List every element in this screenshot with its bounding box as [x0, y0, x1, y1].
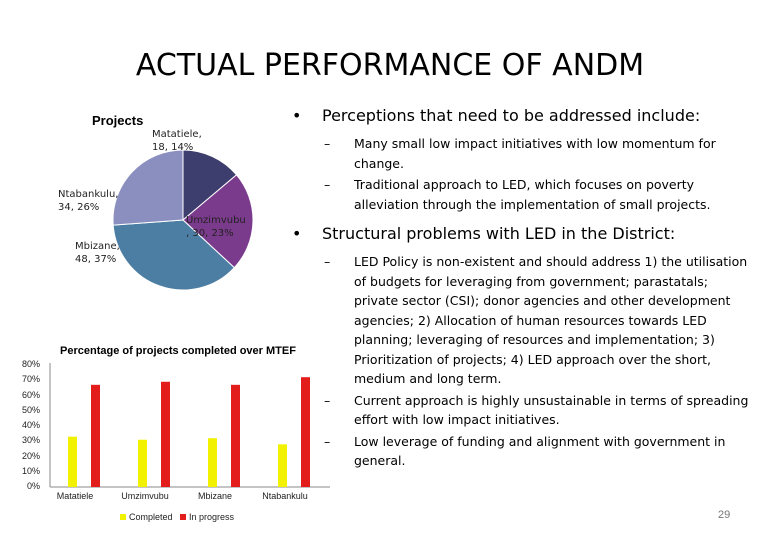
pie-slice-ntabankulu	[112, 149, 184, 226]
y-tick-label: 30%	[21, 435, 40, 446]
pie-chart-svg	[112, 149, 254, 291]
bar-chart-title: Percentage of projects completed over MT…	[60, 345, 296, 357]
y-tick-label: 60%	[21, 389, 40, 400]
y-tick-label: 10%	[21, 465, 40, 476]
bar-in-progress-matatiele	[91, 384, 100, 487]
bar-completed-matatiele	[68, 436, 77, 487]
x-tick-label: Mbizane	[197, 491, 233, 501]
legend-swatch-in-progress	[180, 514, 186, 520]
bar-completed-umzimvubu	[138, 439, 147, 487]
pie-label-mbizane: Mbizane, 48, 37%	[75, 241, 120, 265]
legend-in-progress: In progress	[180, 512, 234, 522]
y-tick-label: 80%	[21, 359, 40, 369]
legend-completed: Completed	[120, 512, 173, 522]
y-tick-label: 70%	[21, 374, 40, 385]
pie-label-umzimvubu: Umzimvubu, 30, 23%	[186, 215, 246, 239]
sub-bullet: – LED Policy is non-existent and should a…	[324, 254, 748, 386]
bar-chart: Percentage of projects completed over MT…	[20, 335, 340, 530]
y-tick-label: 0%	[26, 481, 40, 491]
pie-slice-umzimvubu	[182, 174, 254, 269]
sub-bullet: – Traditional approach to LED, which focu…	[324, 177, 711, 212]
slide-title: ACTUAL PERFORMANCE OF ANDM	[135, 48, 645, 83]
bar-completed-mbizane	[208, 438, 217, 487]
pie-slice-mbizane	[112, 219, 235, 291]
bullet-structural: • Structural problems with LED in the Di…	[292, 224, 676, 243]
x-tick-label: Ntabankulu	[262, 491, 308, 501]
bar-chart-svg	[49, 363, 330, 488]
x-tick-label: Matatiele	[56, 491, 94, 501]
pie-chart: Projects Matatiele, 18, 14% Umzimvubu, 30…	[55, 108, 285, 293]
bar-in-progress-ntabankulu	[301, 377, 310, 487]
bar-in-progress-umzimvubu	[161, 381, 170, 487]
x-tick-label: Umzimvubu	[121, 491, 169, 501]
sub-bullet: – Many small low impact initiatives with …	[324, 136, 716, 171]
pie-label-ntabankulu: Ntabankulu, 34, 26%	[58, 189, 119, 213]
bullet-dot: •	[292, 106, 302, 125]
bar-in-progress-mbizane	[231, 384, 240, 487]
sub-bullet: – Current approach is highly unsustainabl…	[324, 392, 749, 428]
y-tick-label: 20%	[21, 450, 40, 461]
page-number: 29	[718, 509, 731, 521]
y-tick-label: 50%	[21, 404, 40, 415]
sub-bullet: – Low leverage of funding and alignment w…	[324, 433, 726, 469]
pie-slice-matatiele	[182, 149, 238, 222]
bullet-dot: •	[292, 224, 302, 243]
pie-chart-title: Projects	[92, 113, 144, 128]
content-area: • Perceptions that need to be addressed …	[292, 106, 752, 473]
legend-swatch-completed	[120, 514, 126, 520]
bullet-perceptions: • Perceptions that need to be addressed …	[292, 106, 701, 125]
bar-completed-ntabankulu	[278, 444, 287, 487]
y-tick-label: 40%	[21, 420, 40, 430]
pie-label-matatiele: Matatiele, 18, 14%	[152, 129, 202, 153]
